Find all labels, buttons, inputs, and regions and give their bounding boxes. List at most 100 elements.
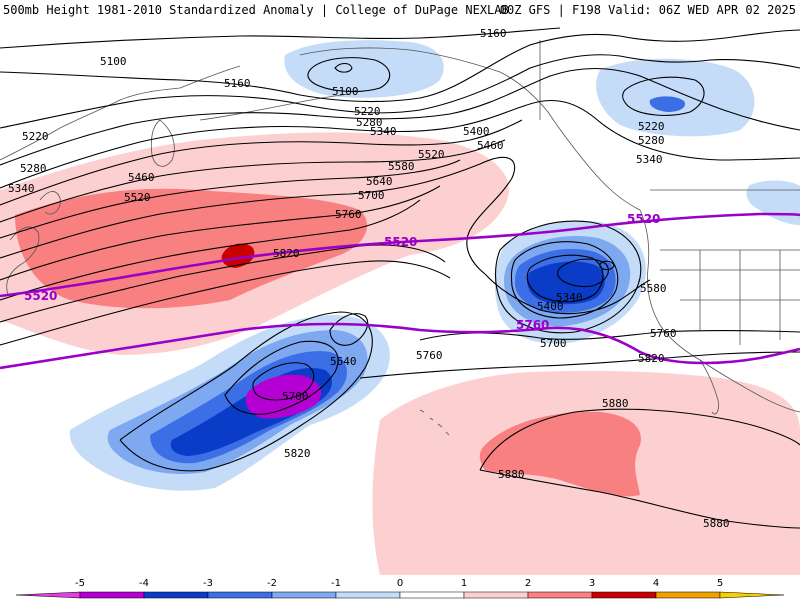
legend-swatch bbox=[655, 591, 721, 599]
climatology-contours bbox=[0, 212, 800, 370]
positive-anomaly-2 bbox=[15, 188, 368, 309]
climatology-label: 5520 bbox=[24, 289, 57, 303]
alaska-coast bbox=[299, 47, 641, 211]
contour-label: 5340 bbox=[636, 153, 663, 166]
contour-labels: 5100510051605160522052205220528052805280… bbox=[8, 27, 730, 530]
asia-coast bbox=[0, 65, 241, 161]
climatology-labels: 5520 5520 5520 5760 bbox=[24, 212, 660, 332]
purple-5520 bbox=[0, 212, 800, 298]
color-legend: -5 -4 -3 -2 -1 0 1 2 3 4 5 bbox=[0, 575, 800, 600]
contour-5100 bbox=[0, 27, 561, 49]
contour-label: 5880 bbox=[602, 397, 629, 410]
legend-tick-label: 2 bbox=[525, 578, 531, 589]
contour-wc-4 bbox=[557, 258, 609, 288]
anomaly-shading bbox=[0, 40, 800, 575]
legend-tick-label: 3 bbox=[589, 578, 595, 589]
state-borders bbox=[660, 249, 800, 345]
japan-islands bbox=[6, 191, 61, 296]
contour-5820-east bbox=[359, 351, 800, 379]
contour-label: 5760 bbox=[335, 208, 362, 221]
legend-tick-label: 0 bbox=[397, 578, 403, 589]
contour-5400 bbox=[0, 119, 523, 206]
contour-label: 5700 bbox=[358, 189, 385, 202]
contour-5700 bbox=[0, 199, 421, 301]
purple-5760 bbox=[0, 322, 800, 370]
header-bar: 500mb Height 1981-2010 Standardized Anom… bbox=[0, 0, 800, 22]
contour-wc-5 bbox=[599, 260, 615, 271]
contour-label: 5880 bbox=[498, 468, 525, 481]
legend-tick-label: -3 bbox=[203, 578, 213, 589]
legend-swatch bbox=[335, 591, 401, 599]
contour-label: 5400 bbox=[463, 125, 490, 138]
contour-label: 5100 bbox=[332, 85, 359, 98]
contour-label: 5520 bbox=[418, 148, 445, 161]
legend-swatch bbox=[271, 591, 337, 599]
contour-label: 5340 bbox=[8, 182, 35, 195]
legend-tick-label: -5 bbox=[75, 578, 85, 589]
contour-5760 bbox=[0, 244, 446, 323]
legend-swatch bbox=[143, 591, 209, 599]
contour-5640 bbox=[0, 185, 441, 281]
contour-label: 5820 bbox=[273, 247, 300, 260]
contour-label: 5280 bbox=[638, 134, 665, 147]
legend-swatch bbox=[79, 591, 145, 599]
contour-5580 bbox=[0, 156, 651, 315]
contour-wc-3 bbox=[526, 254, 604, 303]
contour-trough-1 bbox=[119, 311, 373, 472]
contour-wc-2 bbox=[510, 241, 619, 319]
climatology-label: 5520 bbox=[384, 235, 417, 249]
negative-anomaly-1 bbox=[284, 40, 444, 98]
contour-wc-1 bbox=[494, 220, 642, 334]
contour-label: 5340 bbox=[556, 291, 583, 304]
contour-5460 bbox=[0, 139, 506, 223]
positive-anomaly-5 bbox=[479, 411, 641, 497]
contour-label: 5160 bbox=[224, 77, 251, 90]
contour-5220 bbox=[0, 54, 800, 129]
legend-tick-label: 5 bbox=[717, 578, 723, 589]
contour-label: 5100 bbox=[100, 55, 127, 68]
legend-swatch bbox=[399, 591, 465, 599]
contour-label: 5700 bbox=[282, 390, 309, 403]
contour-label: 5340 bbox=[370, 125, 397, 138]
product-title: 500mb Height 1981-2010 Standardized Anom… bbox=[3, 3, 509, 17]
contour-label: 5820 bbox=[284, 447, 311, 460]
legend-tick-label: -2 bbox=[267, 578, 277, 589]
contour-label: 5460 bbox=[477, 139, 504, 152]
contour-label: 5760 bbox=[416, 349, 443, 362]
contour-label: 5700 bbox=[540, 337, 567, 350]
contour-label: 5460 bbox=[128, 171, 155, 184]
north-america-west bbox=[639, 209, 800, 413]
contour-label: 5520 bbox=[124, 191, 151, 204]
negative-anomaly-12 bbox=[245, 374, 322, 419]
contour-label: 5880 bbox=[703, 517, 730, 530]
legend-extend-high bbox=[719, 591, 785, 599]
baja bbox=[699, 359, 719, 415]
climatology-label: 5520 bbox=[627, 212, 660, 226]
legend-extend-low bbox=[15, 591, 81, 599]
negative-anomaly-3 bbox=[649, 96, 686, 112]
contour-label: 5220 bbox=[638, 120, 665, 133]
contour-5820 bbox=[0, 260, 451, 346]
legend-swatch bbox=[207, 591, 273, 599]
hawaii bbox=[419, 409, 450, 436]
legend-swatch bbox=[463, 591, 529, 599]
legend-swatch bbox=[591, 591, 657, 599]
contour-label: 5220 bbox=[22, 130, 49, 143]
legend-ticks: -5 -4 -3 -2 -1 0 1 2 3 4 5 bbox=[75, 578, 723, 589]
contour-5880 bbox=[479, 408, 800, 471]
contour-5160 bbox=[0, 33, 621, 103]
positive-anomaly-3 bbox=[221, 243, 255, 268]
contour-label: 5220 bbox=[354, 105, 381, 118]
climatology-label: 5760 bbox=[516, 318, 549, 332]
contour-5880-south bbox=[479, 469, 800, 529]
map-panel: 5100510051605160522052205220528052805280… bbox=[0, 22, 800, 575]
contour-5280 bbox=[0, 67, 800, 166]
contour-trough-3 bbox=[252, 362, 315, 401]
contour-label: 5400 bbox=[537, 300, 564, 313]
contour-label: 5160 bbox=[480, 27, 507, 40]
contour-label: 5640 bbox=[366, 175, 393, 188]
contour-label: 5580 bbox=[640, 282, 667, 295]
legend-tick-label: 4 bbox=[653, 578, 659, 589]
valid-time: 00Z GFS | F198 Valid: 06Z WED APR 02 202… bbox=[499, 3, 796, 17]
